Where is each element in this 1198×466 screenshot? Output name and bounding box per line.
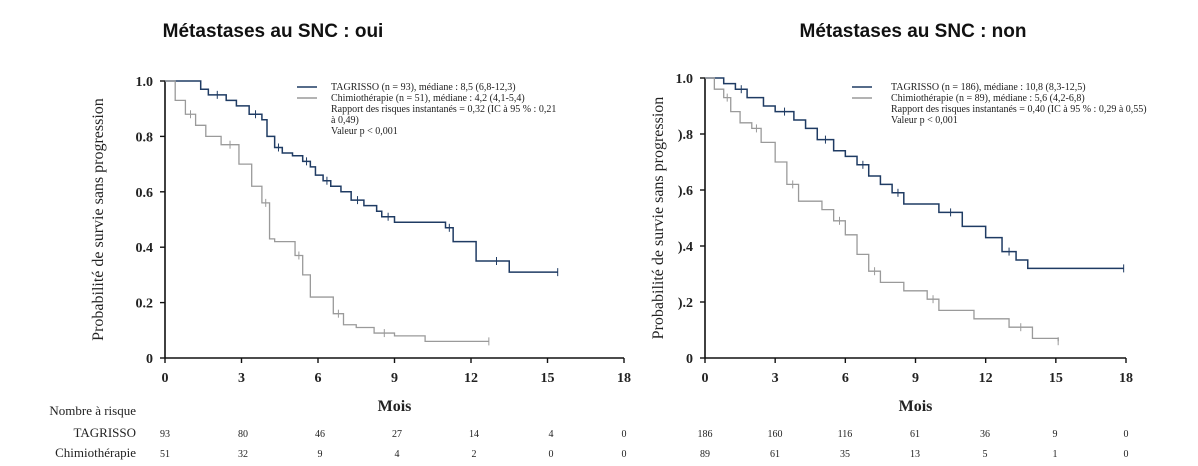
chart-panel-2: Métastases au SNC : non 0 3 6 9 12 15 18 0 ).2 ).4… <box>650 21 1147 415</box>
risk-cell: 80 <box>238 429 248 440</box>
y-tick-label: 1.0 <box>676 72 694 87</box>
risk-table-title: Nombre à risque <box>49 403 136 418</box>
risk-cell: 0 <box>1124 429 1129 440</box>
chart-panel-1: Métastases au SNC : oui 0 3 6 9 12 15 18 0 0.2 0.4… <box>90 21 631 415</box>
risk-cell: 160 <box>768 429 783 440</box>
risk-cell: 89 <box>700 449 710 460</box>
legend-entry: Valeur p < 0,001 <box>891 115 958 126</box>
risk-cell: 93 <box>160 429 170 440</box>
x-tick-label: 0 <box>702 371 709 386</box>
y-tick-label: 0.4 <box>136 241 154 256</box>
risk-cell: 1 <box>1053 449 1058 460</box>
legend-entry: Rapport des risques instantanés = 0,32 (… <box>331 104 556 115</box>
risk-cell: 27 <box>392 429 402 440</box>
risk-cell: 61 <box>910 429 920 440</box>
y-tick-label: 0.8 <box>136 130 154 145</box>
risk-cell: 13 <box>910 449 920 460</box>
y-axis-label: Probabilité de survie sans progression <box>650 97 667 340</box>
y-tick-label: 1.0 <box>136 75 154 90</box>
risk-cell: 4 <box>395 449 400 460</box>
legend-entry: à 0,49) <box>331 115 359 126</box>
x-tick-label: 6 <box>315 371 322 386</box>
y-tick-label: 0 <box>146 352 153 367</box>
x-tick-label: 3 <box>238 371 245 386</box>
risk-cell: 46 <box>315 429 325 440</box>
x-tick-label: 12 <box>464 371 478 386</box>
y-tick-label: ).2 <box>678 296 693 311</box>
legend-entry: Chimiothérapie (n = 51), médiane : 4,2 (… <box>331 93 525 104</box>
y-tick-label: 0 <box>686 352 693 367</box>
x-tick-label: 6 <box>842 371 849 386</box>
x-tick-label: 0 <box>162 371 169 386</box>
x-tick-label: 15 <box>541 371 555 386</box>
series-line-chimiothérapie <box>165 80 489 343</box>
chart-title: Métastases au SNC : non <box>800 21 1027 42</box>
x-axis-label: Mois <box>378 398 412 415</box>
chart-title: Métastases au SNC : oui <box>163 21 384 42</box>
legend-entry: TAGRISSO (n = 93), médiane : 8,5 (6,8-12… <box>331 82 516 93</box>
risk-row-label: TAGRISSO <box>73 425 136 440</box>
risk-row-label: Chimiothérapie <box>55 445 136 460</box>
risk-cell: 186 <box>698 429 713 440</box>
risk-cell: 35 <box>840 449 850 460</box>
x-tick-label: 18 <box>1119 371 1133 386</box>
x-tick-label: 9 <box>912 371 919 386</box>
risk-cell: 14 <box>469 429 479 440</box>
x-tick-label: 9 <box>391 371 398 386</box>
legend-entry: Rapport des risques instantanés = 0,40 (… <box>891 104 1147 115</box>
y-tick-label: ).8 <box>678 128 693 143</box>
series-line-tagrisso <box>165 80 558 273</box>
x-axis-label: Mois <box>899 398 933 415</box>
risk-cell: 32 <box>238 449 248 460</box>
series-line-chimiothérapie <box>705 77 1059 342</box>
risk-cell: 9 <box>318 449 323 460</box>
x-tick-label: 12 <box>979 371 993 386</box>
legend: TAGRISSO (n = 93), médiane : 8,5 (6,8-12… <box>297 82 556 137</box>
risk-cell: 2 <box>472 449 477 460</box>
risk-cell: 61 <box>770 449 780 460</box>
risk-cell: 0 <box>622 449 627 460</box>
risk-cell: 116 <box>838 429 853 440</box>
x-tick-label: 3 <box>772 371 779 386</box>
x-tick-label: 18 <box>617 371 631 386</box>
risk-cell: 9 <box>1053 429 1058 440</box>
series-line-tagrisso <box>705 77 1124 270</box>
x-tick-label: 15 <box>1049 371 1063 386</box>
risk-cell: 4 <box>549 429 554 440</box>
legend: TAGRISSO (n = 186), médiane : 10,8 (8,3-… <box>852 82 1147 126</box>
legend-entry: Valeur p < 0,001 <box>331 126 398 137</box>
y-tick-label: 0.6 <box>136 186 154 201</box>
y-axis-label: Probabilité de survie sans progression <box>90 98 107 341</box>
risk-cell: 0 <box>549 449 554 460</box>
y-tick-label: ).6 <box>678 184 693 199</box>
legend-entry: Chimiothérapie (n = 89), médiane : 5,6 (… <box>891 93 1085 104</box>
risk-cell: 51 <box>160 449 170 460</box>
risk-cell: 0 <box>1124 449 1129 460</box>
y-tick-label: 0.2 <box>136 297 154 312</box>
risk-cell: 0 <box>622 429 627 440</box>
legend-entry: TAGRISSO (n = 186), médiane : 10,8 (8,3-… <box>891 82 1086 93</box>
risk-cell: 36 <box>980 429 990 440</box>
y-tick-label: ).4 <box>678 240 693 255</box>
risk-cell: 5 <box>983 449 988 460</box>
